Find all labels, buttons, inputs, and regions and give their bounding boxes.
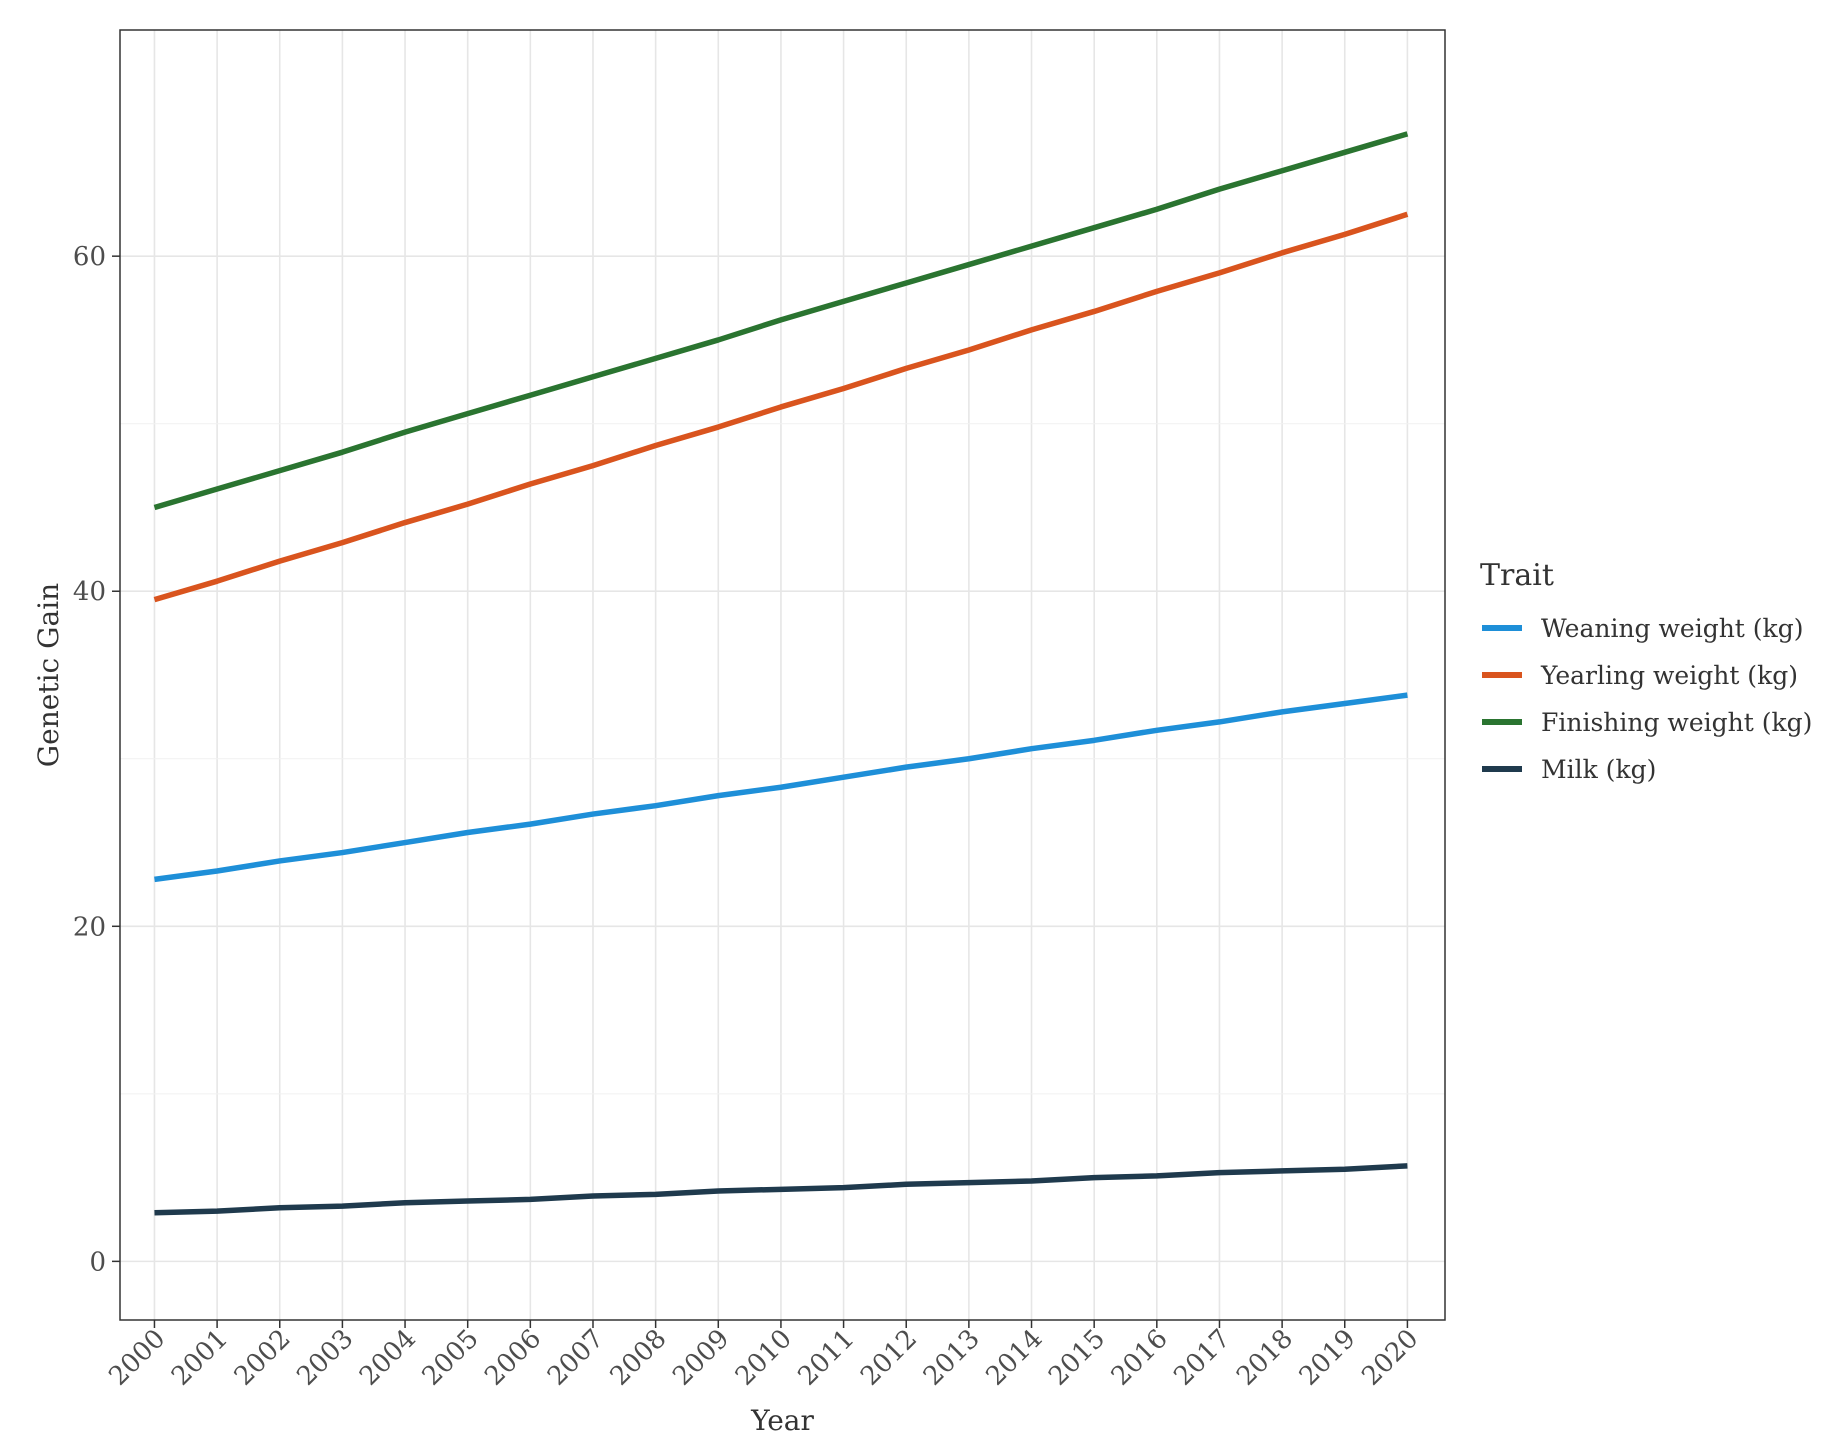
x-tick-label: 2001 bbox=[166, 1324, 234, 1392]
series-line-yearling-weight-kg bbox=[153, 211, 1409, 603]
y-tick-label: 0 bbox=[89, 1247, 106, 1277]
x-tick-label: 2010 bbox=[730, 1324, 798, 1392]
y-axis-tick-labels: 0 20 40 60 bbox=[73, 242, 106, 1277]
axis-ticks bbox=[112, 255, 1409, 1328]
x-tick-label: 2014 bbox=[980, 1324, 1048, 1392]
x-tick-label: 2020 bbox=[1356, 1324, 1424, 1392]
x-tick-label: 2003 bbox=[291, 1324, 359, 1392]
y-axis-title: Genetic Gain bbox=[32, 583, 65, 767]
x-tick-label: 2013 bbox=[918, 1324, 986, 1392]
series-line-finishing-weight-kg bbox=[153, 131, 1409, 511]
x-axis-title: Year bbox=[750, 1404, 814, 1437]
series-line-weaning-weight-kg bbox=[154, 692, 1408, 883]
legend-label: Milk (kg) bbox=[1541, 755, 1656, 784]
x-tick-label: 2012 bbox=[855, 1324, 923, 1392]
legend-title: Trait bbox=[1480, 558, 1554, 593]
x-tick-label: 2011 bbox=[793, 1324, 861, 1392]
y-tick-label: 40 bbox=[73, 577, 106, 607]
x-tick-label: 2017 bbox=[1168, 1324, 1236, 1392]
y-tick-label: 20 bbox=[73, 912, 106, 942]
x-tick-label: 2009 bbox=[667, 1324, 735, 1392]
x-tick-label: 2007 bbox=[542, 1324, 610, 1392]
y-tick-label: 60 bbox=[73, 242, 106, 272]
x-tick-label: 2008 bbox=[605, 1324, 673, 1392]
x-tick-label: 2002 bbox=[229, 1324, 297, 1392]
x-tick-label: 2019 bbox=[1294, 1324, 1362, 1392]
legend-label: Yearling weight (kg) bbox=[1540, 661, 1798, 690]
x-tick-label: 2015 bbox=[1043, 1324, 1111, 1392]
grid bbox=[120, 30, 1445, 1320]
series-line-milk-kg bbox=[154, 1163, 1408, 1216]
x-tick-label: 2004 bbox=[354, 1324, 422, 1392]
plot-panel-border bbox=[119, 29, 1446, 1321]
legend-items: Weaning weight (kg) Yearling weight (kg) F… bbox=[1482, 614, 1812, 784]
x-axis-tick-labels: 2000200120022003200420052006200720082009… bbox=[103, 1324, 1424, 1392]
x-tick-label: 2005 bbox=[417, 1324, 485, 1392]
x-tick-label: 2000 bbox=[103, 1324, 171, 1392]
legend-label: Finishing weight (kg) bbox=[1541, 708, 1812, 737]
x-tick-label: 2016 bbox=[1106, 1324, 1174, 1392]
series-lines bbox=[153, 131, 1409, 1216]
x-tick-label: 2018 bbox=[1231, 1324, 1299, 1392]
legend-label: Weaning weight (kg) bbox=[1541, 614, 1803, 643]
x-tick-label: 2006 bbox=[479, 1324, 547, 1392]
legend: Trait Weaning weight (kg) Yearling weight… bbox=[1480, 558, 1812, 784]
